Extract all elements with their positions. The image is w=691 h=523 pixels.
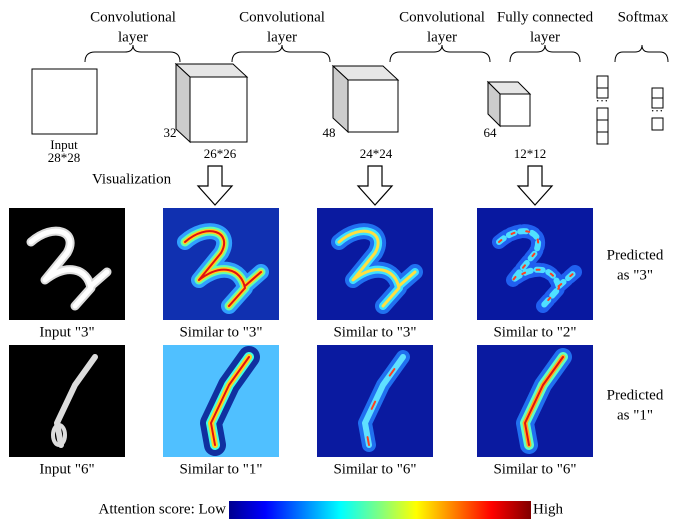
attention-map	[163, 208, 279, 320]
caption: Input "6"	[39, 461, 94, 477]
dots: ···	[651, 103, 664, 118]
colorbar-low-label: Attention score: Low	[99, 501, 227, 517]
softmax-vector: ···	[651, 87, 664, 131]
down-arrow	[196, 165, 234, 206]
map-size: 24*24	[360, 146, 393, 161]
cube-front	[189, 76, 248, 143]
cube-side	[175, 62, 191, 144]
neuron	[651, 117, 664, 131]
input-image	[9, 208, 125, 320]
layer-label: layer	[267, 29, 297, 45]
channels: 64	[484, 125, 498, 140]
caption: Input "3"	[39, 324, 94, 340]
channels: 32	[164, 125, 177, 140]
fc-vector: ···	[596, 75, 609, 145]
layer-label: Softmax	[618, 9, 669, 25]
layer-headers: Convolutional layer Convolutional layer …	[84, 9, 669, 63]
input-image	[9, 345, 125, 457]
neuron	[596, 131, 609, 145]
input-size: 28*28	[48, 150, 81, 165]
network: Input 28*28 32 26*26 48 24*24 64 12*12 ·…	[31, 62, 664, 165]
layer-label: Convolutional	[399, 9, 485, 25]
layer-label: Fully connected	[497, 9, 594, 25]
neuron	[651, 97, 664, 109]
brace	[509, 44, 581, 63]
caption: Similar to "1"	[179, 461, 262, 477]
down-arrow	[516, 165, 554, 206]
attention-map	[317, 208, 433, 320]
neuron	[651, 87, 664, 99]
cube-front	[347, 79, 399, 133]
layer-label: Convolutional	[239, 9, 325, 25]
neuron	[596, 87, 609, 99]
layer-label: layer	[427, 29, 457, 45]
neuron	[596, 119, 609, 133]
brace	[231, 44, 331, 63]
attention-map	[163, 345, 279, 457]
colorbar	[229, 501, 531, 519]
caption: Similar to "6"	[493, 461, 576, 477]
layer-label: layer	[530, 29, 560, 45]
prediction: as "3"	[617, 267, 653, 283]
attention-map	[477, 345, 593, 457]
input-label: Input	[50, 137, 78, 152]
neuron	[596, 107, 609, 121]
caption: Similar to "3"	[179, 324, 262, 340]
layer-label: layer	[118, 29, 148, 45]
layer-label: Convolutional	[90, 9, 176, 25]
caption: Similar to "6"	[333, 461, 416, 477]
brace	[389, 44, 491, 63]
map-size: 26*26	[204, 146, 237, 161]
visualization-label: Visualization	[92, 171, 172, 187]
prediction: Predicted	[607, 387, 664, 403]
neuron	[596, 75, 609, 89]
caption: Similar to "2"	[493, 324, 576, 340]
prediction: as "1"	[617, 407, 653, 423]
caption: Similar to "3"	[333, 324, 416, 340]
captions: Input "3" Similar to "3" Similar to "3" …	[39, 247, 663, 477]
brace	[84, 44, 181, 63]
brace	[614, 44, 669, 63]
dots: ···	[596, 93, 609, 108]
input-square	[31, 68, 98, 135]
cube-front	[499, 93, 531, 127]
prediction: Predicted	[607, 247, 664, 263]
map-size: 12*12	[514, 146, 547, 161]
attention-map	[477, 208, 593, 320]
down-arrow	[356, 165, 394, 206]
colorbar-high-label: High	[533, 501, 564, 517]
channels: 48	[323, 125, 336, 140]
attention-map	[317, 345, 433, 457]
